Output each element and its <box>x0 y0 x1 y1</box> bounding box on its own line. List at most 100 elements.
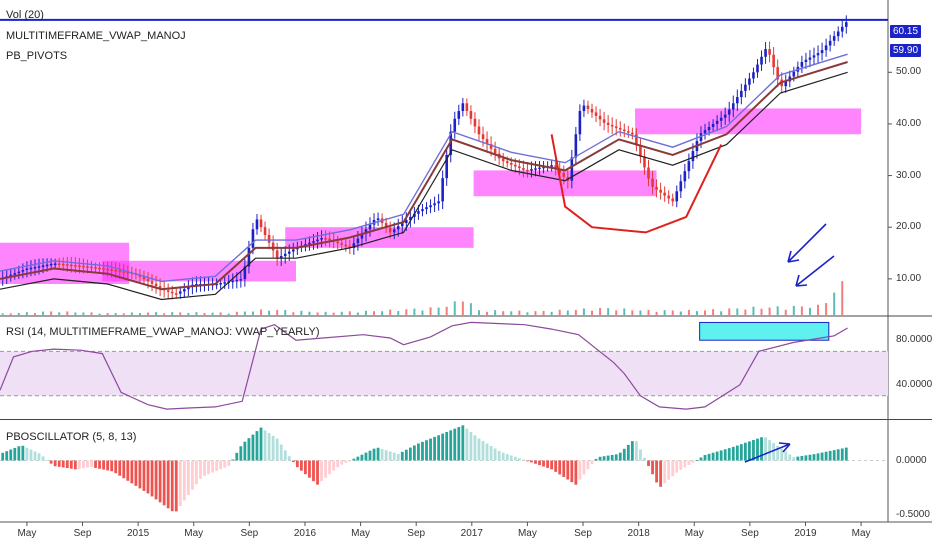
oscillator-bar <box>364 452 368 461</box>
oscillator-bar <box>320 460 323 482</box>
oscillator-bar <box>558 460 562 475</box>
volume-bar <box>671 310 674 315</box>
time-axis-label: 2019 <box>794 528 817 539</box>
candle-body <box>756 64 759 73</box>
oscillator-bar <box>380 448 384 461</box>
oscillator-bar <box>840 448 844 461</box>
oscillator-bar <box>812 454 816 461</box>
oscillator-bar <box>731 446 735 461</box>
candle-body <box>328 238 331 241</box>
oscillator-bar <box>231 459 235 461</box>
oscillator-bar <box>328 460 332 475</box>
oscillator-bar <box>279 444 283 461</box>
volume-bar <box>736 308 739 315</box>
candle-body <box>445 154 448 179</box>
time-axis-label: 2018 <box>627 528 650 539</box>
candle-body <box>792 71 796 77</box>
volume-bar <box>187 312 190 315</box>
oscillator-bar <box>243 441 247 461</box>
oscillator-bar <box>667 460 671 480</box>
oscillator-bar <box>417 443 420 461</box>
oscillator-bar <box>13 447 17 461</box>
candle-body <box>727 109 731 115</box>
oscillator-bar <box>542 460 545 467</box>
oscillator-bar <box>695 459 699 461</box>
candle-body <box>324 238 327 240</box>
volume-bar <box>373 311 376 315</box>
oscillator-bar <box>384 450 388 461</box>
oscillator-bar <box>271 435 275 461</box>
candle-body <box>166 290 170 292</box>
oscillator-bar <box>792 457 796 461</box>
candle-body <box>824 45 828 51</box>
volume-bar <box>122 313 125 315</box>
oscillator-bar <box>425 440 428 461</box>
time-axis-label: 2015 <box>127 528 150 539</box>
volume-bar <box>50 311 53 315</box>
candle-body <box>622 129 626 132</box>
candle-body <box>667 195 670 199</box>
volume-bar <box>639 310 642 315</box>
oscillator-bar <box>727 448 731 461</box>
candle-body <box>433 203 436 206</box>
volume-bar <box>114 313 117 315</box>
candle-body <box>243 266 247 280</box>
oscillator-bar <box>182 460 186 501</box>
oscillator-bar <box>465 428 469 461</box>
time-axis-label: 2017 <box>460 528 483 539</box>
oscillator-bar <box>509 455 513 461</box>
candle-body <box>106 268 109 271</box>
candle-body <box>518 166 521 169</box>
oscillator-bar <box>618 452 622 461</box>
candle-body <box>473 118 477 127</box>
volume-bar <box>211 312 214 315</box>
candle-body <box>651 178 654 187</box>
price-axis-label: 40.00 <box>896 117 922 129</box>
oscillator-bar <box>437 435 441 461</box>
oscillator-bar <box>77 460 81 469</box>
oscillator-bar <box>98 460 101 469</box>
candle-body <box>707 127 711 131</box>
oscillator-bar <box>756 438 759 461</box>
oscillator-bar <box>602 456 606 461</box>
oscillator-bar <box>130 460 134 484</box>
volume-bar <box>155 312 158 315</box>
volume-bar <box>502 311 505 315</box>
annotation-arrow <box>744 442 791 463</box>
volume-bar <box>413 308 416 315</box>
oscillator-bar <box>735 445 739 461</box>
candle-body <box>247 247 251 267</box>
time-axis-label: May <box>684 528 704 539</box>
candle-body <box>37 266 41 268</box>
rsi-axis-label: 80.0000 <box>896 334 932 346</box>
oscillator-bar <box>170 460 174 512</box>
price-axis-label: 50.00 <box>896 66 922 78</box>
indicator-pivots-label: PB_PIVOTS <box>6 50 68 62</box>
candle-body <box>267 234 271 243</box>
oscillator-bar <box>191 460 194 490</box>
candle-body <box>421 209 424 212</box>
oscillator-bar <box>570 460 574 483</box>
volume-bar <box>647 309 650 315</box>
oscillator-bar <box>61 460 65 468</box>
oscillator-bar <box>283 450 287 461</box>
oscillator-bar <box>41 456 45 461</box>
volume-bar <box>251 311 254 315</box>
oscillator-bar <box>493 448 497 461</box>
oscillator-bar <box>291 460 295 463</box>
volume-bar <box>800 306 803 315</box>
candle-body <box>485 139 489 144</box>
volume-bar <box>1 313 4 315</box>
candle-body <box>320 238 323 240</box>
candle-body <box>158 286 162 289</box>
candle-body <box>760 56 763 65</box>
oscillator-bar <box>481 441 485 461</box>
oscillator-bar <box>304 460 307 475</box>
oscillator-bar <box>308 460 311 478</box>
candle-body <box>631 132 634 135</box>
candle-body <box>683 171 687 182</box>
candle-body <box>614 126 618 129</box>
time-axis-label: May <box>184 528 204 539</box>
candle-body <box>154 283 158 287</box>
volume-bar <box>695 311 698 315</box>
